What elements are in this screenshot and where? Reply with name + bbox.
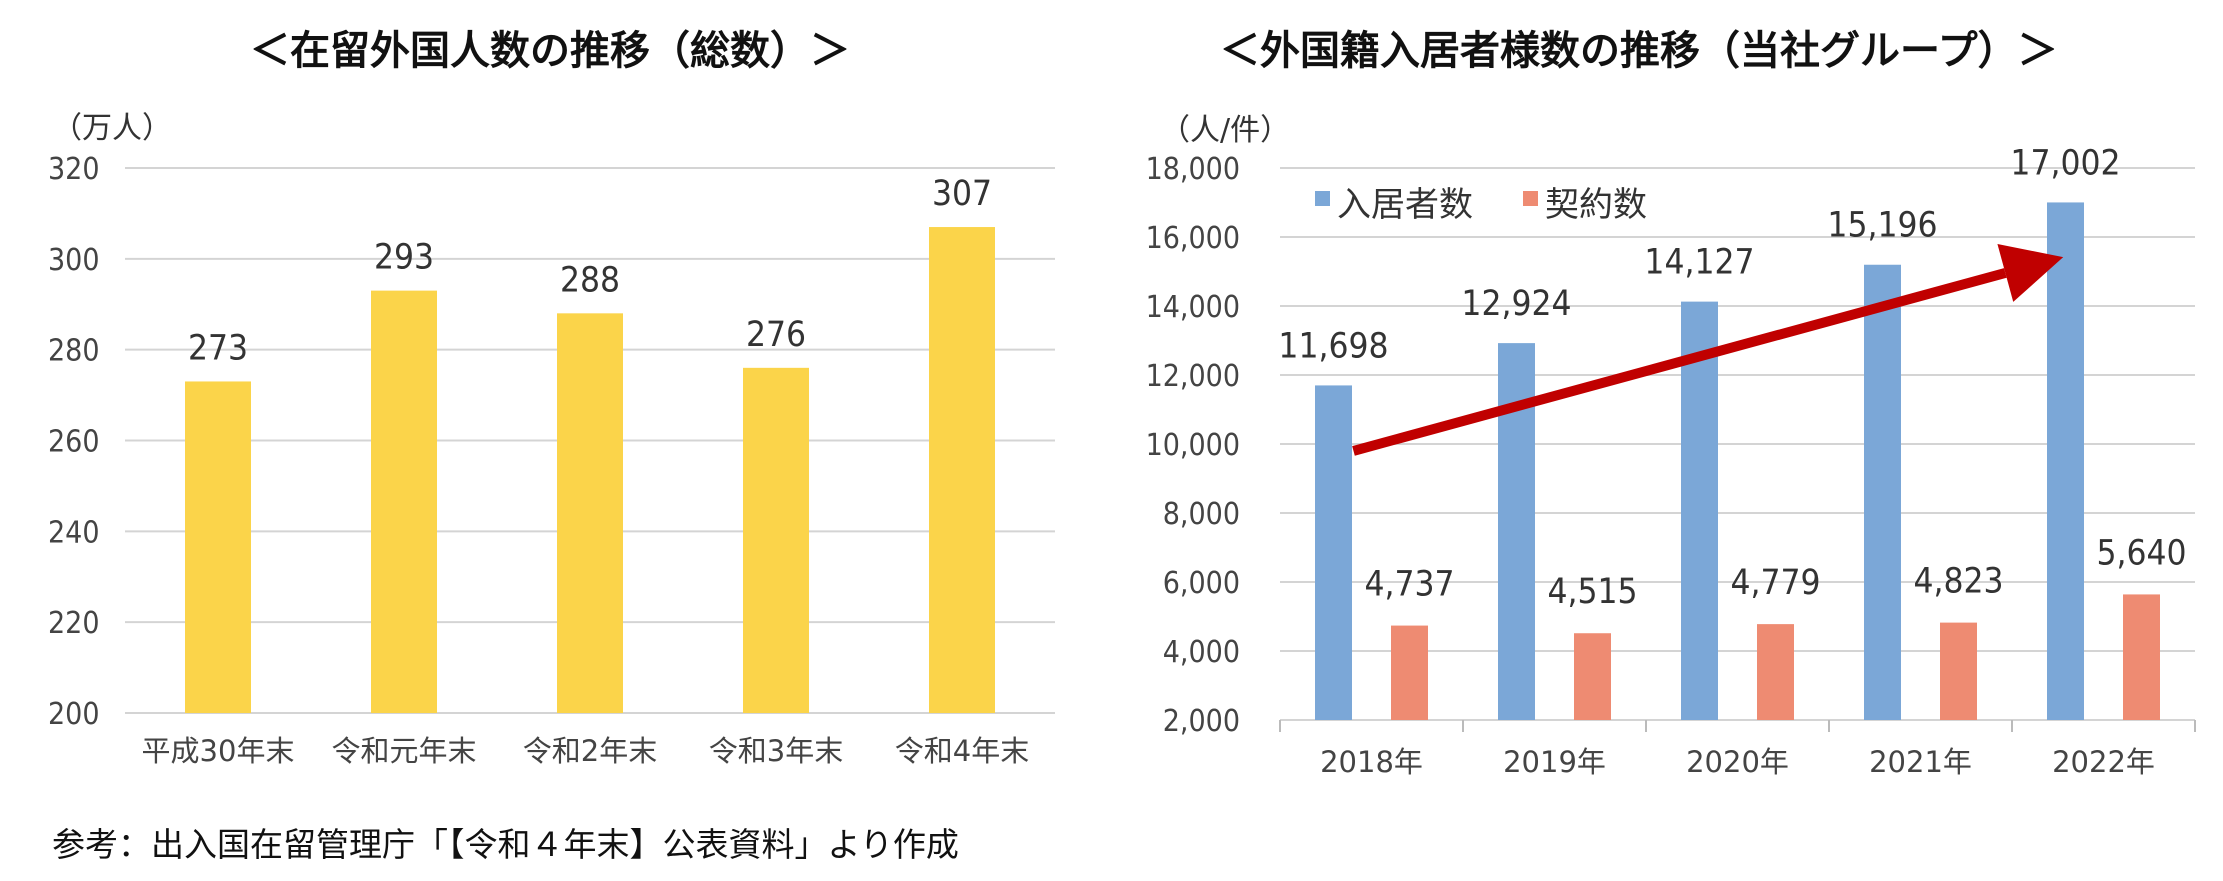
right-data-label-residents: 17,002 [2010, 143, 2120, 183]
right-y-tick-label: 2,000 [1163, 704, 1240, 739]
right-x-category-label: 2018年 [1320, 745, 1423, 779]
right-bar-residents [1681, 301, 1718, 720]
right-bar-residents [2047, 202, 2084, 720]
left-bar [371, 290, 437, 713]
right-y-tick-label: 16,000 [1146, 221, 1240, 256]
source-footnote: 参考：出入国在留管理庁「【令和４年末】公表資料」より作成 [52, 825, 959, 864]
right-chart-title: ＜外国籍入居者様数の推移（当社グループ）＞ [1220, 28, 2058, 74]
right-data-label-contracts: 4,823 [1913, 562, 2003, 602]
right-bar-contracts [1391, 625, 1428, 720]
legend-swatch-residents [1315, 191, 1330, 206]
right-unit-label: （人/件） [1160, 113, 1291, 148]
legend-swatch-contracts [1523, 191, 1538, 206]
legend-label-residents: 入居者数 [1337, 185, 1473, 225]
right-data-label-contracts: 4,779 [1730, 563, 1820, 603]
right-bar-residents [1315, 385, 1352, 720]
right-bar-contracts [1574, 633, 1611, 720]
left-x-category-label: 令和3年末 [709, 734, 843, 768]
left-data-label: 293 [374, 238, 434, 278]
left-y-tick-label: 280 [48, 334, 100, 369]
left-y-tick-label: 260 [48, 425, 100, 460]
left-y-tick-label: 300 [48, 243, 100, 278]
left-x-category-label: 令和2年末 [523, 734, 657, 768]
right-x-category-label: 2020年 [1686, 745, 1789, 779]
right-y-tick-label: 10,000 [1146, 428, 1240, 463]
left-x-category-label: 令和4年末 [895, 734, 1029, 768]
left-bar [929, 227, 995, 713]
left-unit-label: （万人） [52, 111, 172, 146]
right-x-category-label: 2021年 [1869, 745, 1972, 779]
right-y-tick-label: 4,000 [1163, 635, 1240, 670]
left-data-label: 273 [188, 328, 248, 368]
right-bar-contracts [1757, 624, 1794, 720]
left-data-label: 307 [932, 174, 992, 214]
right-y-tick-label: 6,000 [1163, 566, 1240, 601]
right-bar-residents [1864, 264, 1901, 720]
left-bar [743, 367, 809, 713]
right-data-label-contracts: 4,515 [1547, 572, 1637, 612]
left-data-label: 288 [560, 260, 620, 300]
left-bar-chart: 200 220 240 260 280 300 320 273 平成30年末 293 令和元年末 28… [48, 152, 1055, 768]
right-x-category-label: 2019年 [1503, 745, 1606, 779]
left-x-category-label: 平成30年末 [142, 734, 295, 768]
trend-arrow-shaft [1352, 268, 2007, 456]
right-data-label-residents: 12,924 [1461, 284, 1571, 324]
right-bar-contracts [1940, 622, 1977, 720]
right-data-label-residents: 11,698 [1278, 326, 1388, 366]
right-x-category-label: 2022年 [2052, 745, 2155, 779]
legend-label-contracts: 契約数 [1545, 185, 1647, 225]
right-data-label-contracts: 5,640 [2096, 533, 2186, 573]
left-y-tick-label: 200 [48, 697, 100, 732]
right-y-tick-label: 8,000 [1163, 497, 1240, 532]
left-chart-title: ＜在留外国人数の推移（総数）＞ [250, 28, 850, 74]
right-y-tick-label: 12,000 [1146, 359, 1240, 394]
left-bar [557, 313, 623, 713]
left-bar [185, 381, 251, 713]
trend-arrow-head [1997, 244, 2064, 302]
left-x-category-label: 令和元年末 [331, 734, 476, 768]
right-data-label-residents: 15,196 [1827, 206, 1937, 246]
left-y-tick-label: 240 [48, 515, 100, 550]
right-data-label-residents: 14,127 [1644, 243, 1754, 283]
left-y-tick-label: 220 [48, 606, 100, 641]
right-y-tick-label: 14,000 [1146, 290, 1240, 325]
left-y-tick-label: 320 [48, 152, 100, 187]
right-y-tick-label: 18,000 [1146, 152, 1240, 187]
right-data-label-contracts: 4,737 [1364, 565, 1454, 605]
left-data-label: 276 [746, 315, 806, 355]
right-bar-contracts [2123, 594, 2160, 720]
